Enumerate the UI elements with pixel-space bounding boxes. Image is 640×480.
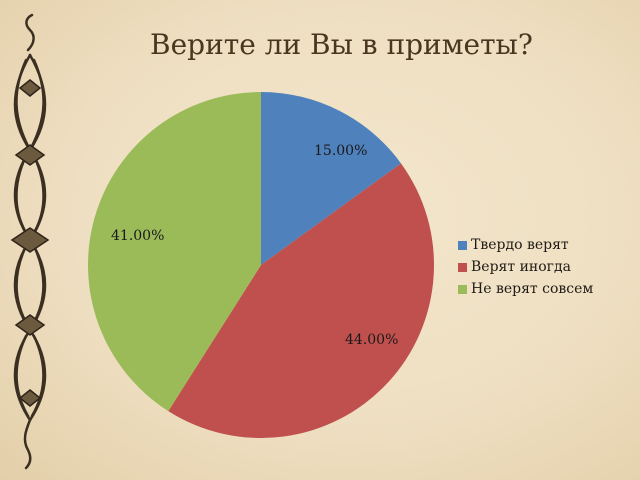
legend-item-dont-believe: Не верят совсем xyxy=(458,278,593,300)
pie-slice-sometimes-believe xyxy=(168,163,434,438)
legend-swatch-green-icon xyxy=(458,284,467,294)
data-label-firmly-believe: 15.00% xyxy=(314,143,368,159)
pie-slice-dont-believe xyxy=(88,92,261,412)
chart-legend: Твердо верят Верят иногда Не верят совсе… xyxy=(458,234,593,300)
legend-label: Не верят совсем xyxy=(471,281,594,297)
legend-swatch-red-icon xyxy=(458,262,467,272)
legend-item-sometimes-believe: Верят иногда xyxy=(458,256,593,278)
data-label-sometimes-believe: 44.00% xyxy=(345,332,399,348)
legend-label: Твердо верят xyxy=(471,237,569,253)
legend-item-firmly-believe: Твердо верят xyxy=(458,234,593,256)
legend-label: Верят иногда xyxy=(471,259,571,275)
slide-title: Верите ли Вы в приметы? xyxy=(150,28,533,61)
data-label-dont-believe: 41.00% xyxy=(111,228,165,244)
legend-swatch-blue-icon xyxy=(458,240,467,250)
celtic-ornament-border xyxy=(10,13,50,470)
pie-slice-firmly-believe xyxy=(261,92,401,265)
